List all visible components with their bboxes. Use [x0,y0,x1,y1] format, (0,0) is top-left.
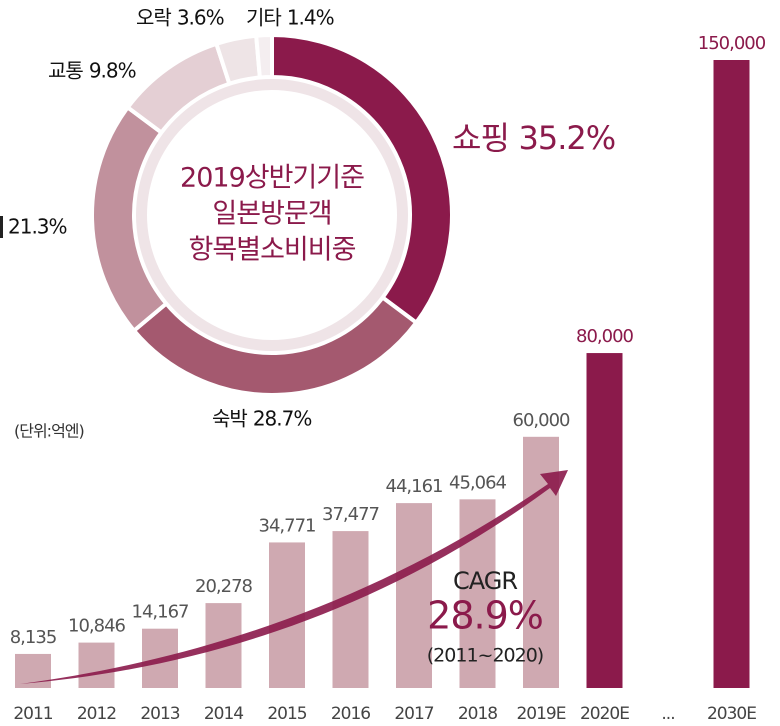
x-tick-label: 2015 [267,704,306,724]
bar [15,653,51,688]
cagr-period: (2011~2020) [427,645,543,667]
segment-value: 28.7% [253,407,312,431]
x-tick-label: 2011 [13,704,52,724]
x-tick-label: 2018 [458,704,497,724]
segment-name: 쇼핑 [452,119,509,157]
bar [332,531,369,688]
value-label: 37,477 [322,504,379,525]
segment-value: 9.8% [89,59,136,83]
x-tick-label: 2020E [580,704,629,724]
segment-value: 35.2% [518,119,615,157]
x-tick-label: 2012 [77,704,116,724]
x-tick-label: 2016 [331,704,370,724]
unit-note: (단위:억엔) [14,422,84,441]
segment-name: 기타 [246,6,281,30]
segment-name: 교통 [48,59,83,83]
value-label: 14,167 [132,602,189,623]
cagr-value: 28.9% [427,594,543,638]
donut-center [147,90,397,340]
value-label: 45,064 [449,472,507,493]
x-tick-label: 2030E [707,704,756,724]
cut-off-glyph [0,216,3,238]
segment-name: 숙박 [212,407,247,431]
x-tick-label: 2014 [204,704,243,724]
value-label: 44,161 [386,476,443,497]
bar [78,642,115,688]
x-tick-label: 2019E [516,704,565,724]
donut-title: 일본방문객 [212,199,331,230]
value-label: 10,846 [68,616,126,637]
x-tick-label: 2013 [140,704,179,724]
segment-value: 1.4% [287,6,334,30]
value-label: 34,771 [259,515,316,536]
bar [586,353,623,688]
donut-title: 항목별소비비중 [189,235,356,266]
bar [713,60,750,688]
value-label: 60,000 [513,410,571,431]
value-label: 80,000 [576,326,634,347]
donut-title: 2019상반기기준 [180,163,364,194]
cagr-label: CAGR [453,567,517,595]
segment-value: 3.6% [177,6,224,30]
value-label: 8,135 [10,627,57,648]
x-tick-label: ... [661,704,674,724]
segment-name: 오락 [136,6,171,30]
segment-value: 21.3% [8,215,67,239]
value-label: 150,000 [698,33,766,54]
bar [396,503,432,688]
donut-segment [254,32,274,80]
x-tick-label: 2017 [394,704,433,724]
value-label: 20,278 [195,576,253,597]
